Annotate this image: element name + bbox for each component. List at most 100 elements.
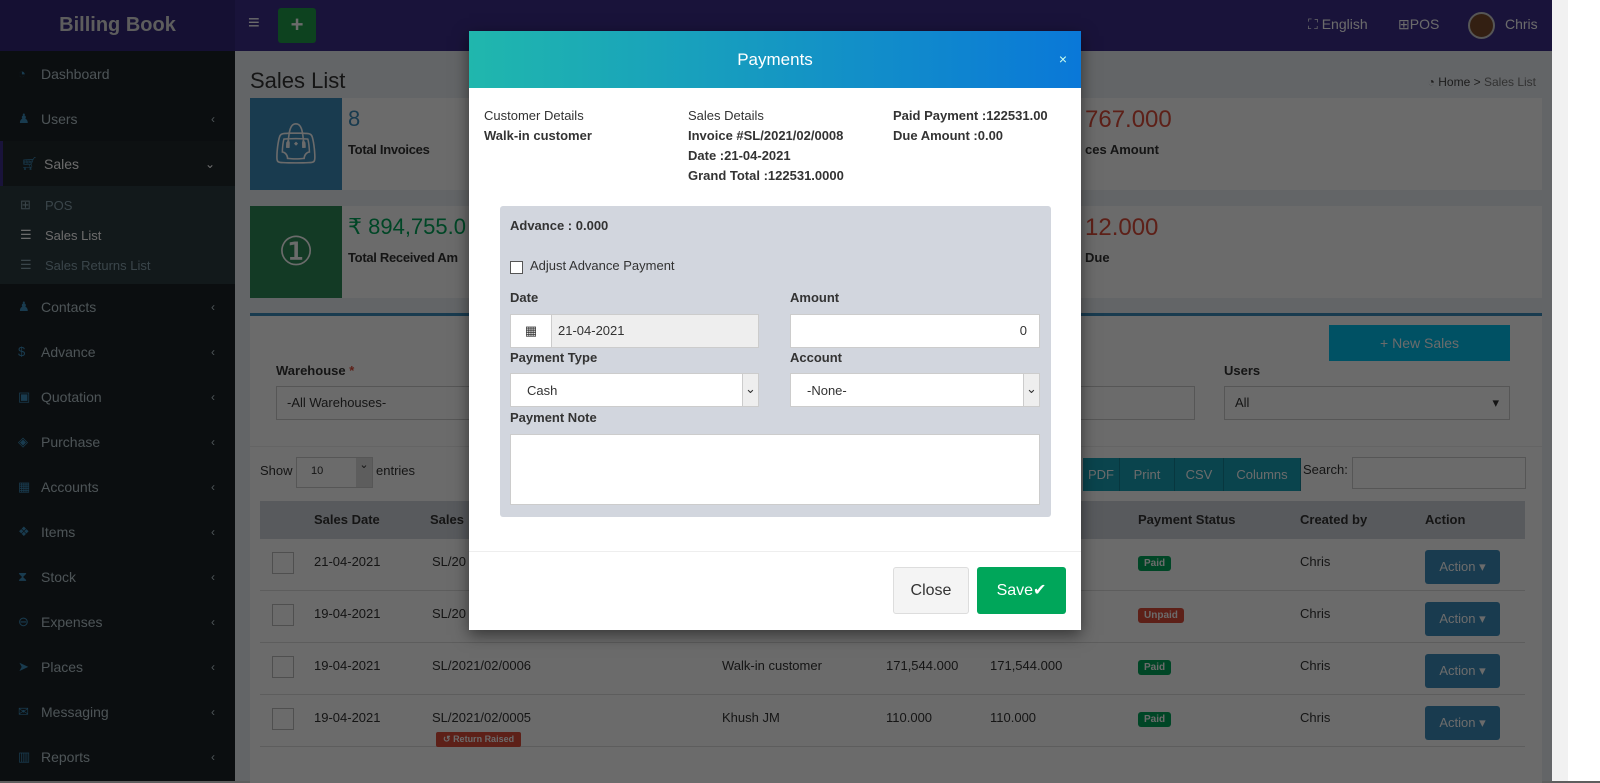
- sidebar-item-reports[interactable]: ▥ Reports ‹: [0, 734, 235, 779]
- sidebar-item-items[interactable]: ❖ Items ‹: [0, 509, 235, 554]
- date-value: 21-04-2021: [558, 323, 625, 338]
- sidebar-item-accounts[interactable]: ▦ Accounts ‹: [0, 464, 235, 509]
- sidebar-item-purchase[interactable]: ◈ Purchase ‹: [0, 419, 235, 464]
- sidebar-item-dashboard[interactable]: ◔ Dashboard: [0, 51, 235, 96]
- close-button[interactable]: Close: [893, 567, 969, 614]
- avatar[interactable]: [1468, 12, 1495, 39]
- row-checkbox[interactable]: [272, 656, 294, 678]
- cell-paid: 110.000: [990, 710, 1037, 725]
- menu-toggle-icon[interactable]: ≡: [248, 12, 260, 34]
- paid-payment: Paid Payment :122531.00: [893, 108, 1048, 123]
- return-raised-badge: ↺ Return Raised: [436, 732, 522, 747]
- row-checkbox[interactable]: [272, 708, 294, 730]
- adjust-advance-checkbox[interactable]: [510, 261, 523, 274]
- sidebar-item-advance[interactable]: $ Advance ‹: [0, 329, 235, 374]
- col-created-by[interactable]: Created by: [1300, 512, 1368, 527]
- warehouse-select[interactable]: -All Warehouses-: [276, 386, 496, 420]
- action-button[interactable]: Action ▾: [1425, 550, 1500, 584]
- save-button[interactable]: Save✔: [977, 567, 1066, 614]
- sidebar-item-messaging[interactable]: ✉ Messaging ‹: [0, 689, 235, 734]
- col-sales-date[interactable]: Sales Date: [314, 512, 380, 527]
- sidebar-item-sales-returns[interactable]: ☰ Sales Returns List: [0, 250, 235, 280]
- sidebar-label: POS: [45, 197, 73, 213]
- sidebar-item-sales-list[interactable]: ☰ Sales List: [0, 220, 235, 250]
- sidebar-label: Quotation: [41, 388, 102, 405]
- payment-note-textarea[interactable]: [510, 434, 1040, 505]
- columns-button[interactable]: Columns: [1224, 458, 1301, 491]
- scrollbar[interactable]: [1552, 0, 1568, 781]
- sidebar-item-expenses[interactable]: ⊖ Expenses ‹: [0, 599, 235, 644]
- sidebar-item-pos[interactable]: ⊞ POS: [0, 190, 235, 220]
- chevron-left-icon: ‹: [211, 479, 215, 494]
- breadcrumb: ◔ Home > Sales List: [1427, 75, 1536, 89]
- sidebar-label: Contacts: [41, 298, 97, 315]
- stat-label: Total Received Am: [348, 250, 458, 265]
- chevron-down-icon: ⌄: [356, 458, 372, 487]
- chevron-down-icon: ⌄: [742, 374, 758, 406]
- sidebar-item-contacts[interactable]: ♟ Contacts ‹: [0, 284, 235, 329]
- list-icon: ☰: [20, 257, 32, 272]
- app-logo[interactable]: Billing Book: [0, 0, 235, 51]
- cell-date: 19-04-2021: [314, 606, 381, 621]
- action-button[interactable]: Action ▾: [1425, 706, 1500, 740]
- sidebar-item-quotation[interactable]: ▣ Quotation ‹: [0, 374, 235, 419]
- amount-input[interactable]: 0: [790, 314, 1040, 348]
- breadcrumb-current: Sales List: [1483, 75, 1536, 89]
- sidebar-item-sales[interactable]: 🛒︎ Sales ⌄: [0, 141, 235, 186]
- action-button[interactable]: Action ▾: [1425, 654, 1500, 688]
- sidebar-item-users[interactable]: ♟ Users ‹: [0, 96, 235, 141]
- stat-label: Total Invoices: [348, 142, 430, 157]
- chevron-left-icon: ‹: [211, 749, 215, 764]
- account-select[interactable]: -None- ⌄: [790, 373, 1040, 407]
- users-icon: ♟: [18, 298, 30, 314]
- cell-code[interactable]: SL/2021/02/0006: [432, 658, 532, 673]
- chevron-left-icon: ‹: [211, 569, 215, 584]
- modal-header: Payments ×: [469, 31, 1081, 88]
- payment-type-value: Cash: [527, 383, 558, 398]
- quick-add-button[interactable]: +: [278, 8, 316, 43]
- adjust-advance-label[interactable]: Adjust Advance Payment: [530, 258, 675, 273]
- chevron-left-icon: ‹: [211, 614, 215, 629]
- col-sales-code[interactable]: Sales: [430, 512, 464, 527]
- sidebar-label: Reports: [41, 748, 91, 765]
- print-button[interactable]: Print: [1120, 458, 1175, 491]
- cell-customer: Walk-in customer: [722, 658, 822, 673]
- cart-icon: 🛒︎: [21, 155, 38, 171]
- row-checkbox[interactable]: [272, 604, 294, 626]
- date-input[interactable]: ▦ 21-04-2021: [510, 314, 759, 348]
- pos-link[interactable]: ⊞POS: [1398, 16, 1439, 33]
- chevron-down-icon: ⌄: [1023, 374, 1039, 406]
- chevron-left-icon: ‹: [211, 111, 215, 126]
- entries-label: entries: [376, 463, 416, 478]
- user-name[interactable]: Chris: [1505, 16, 1538, 32]
- cell-code[interactable]: SL/20: [432, 606, 466, 621]
- payment-type-select[interactable]: Cash ⌄: [510, 373, 759, 407]
- close-icon[interactable]: ×: [1058, 51, 1067, 67]
- new-sales-button[interactable]: + New Sales: [1329, 325, 1510, 361]
- search-input[interactable]: [1352, 457, 1526, 489]
- status-badge: Paid: [1138, 556, 1172, 571]
- cube-icon: ◈: [18, 433, 28, 449]
- new-sales-label: New Sales: [1392, 335, 1459, 351]
- row-checkbox[interactable]: [272, 552, 294, 574]
- sidebar-item-places[interactable]: ➤ Places ‹: [0, 644, 235, 689]
- action-button[interactable]: Action ▾: [1425, 602, 1500, 636]
- language-selector[interactable]: ⛶ English: [1308, 16, 1368, 33]
- breadcrumb-home[interactable]: Home: [1438, 75, 1471, 89]
- divider: [469, 551, 1081, 552]
- cell-code[interactable]: SL/20: [432, 554, 466, 569]
- pdf-button[interactable]: PDF: [1083, 458, 1120, 491]
- csv-button[interactable]: CSV: [1175, 458, 1224, 491]
- cell-code[interactable]: SL/2021/02/0005: [432, 710, 532, 725]
- status-badge: Paid: [1138, 660, 1172, 675]
- col-payment-status[interactable]: Payment Status: [1138, 512, 1236, 527]
- caret-down-icon: ▾: [1479, 559, 1486, 574]
- user-plus-icon: ♟: [18, 110, 30, 126]
- sidebar-label: Items: [41, 523, 76, 540]
- sidebar-item-stock[interactable]: ⧗ Stock ‹: [0, 554, 235, 599]
- chevron-left-icon: ‹: [211, 389, 215, 404]
- users-select[interactable]: All ▾: [1224, 386, 1510, 420]
- language-label: English: [1321, 16, 1368, 32]
- stat-label: ces Amount: [1085, 142, 1159, 157]
- entries-select[interactable]: 10 ⌄: [296, 457, 373, 488]
